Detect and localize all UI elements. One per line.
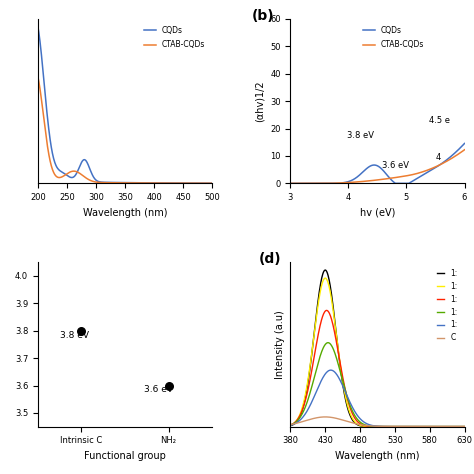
- Text: 4: 4: [436, 153, 441, 162]
- Point: [78, 327, 85, 335]
- Text: 3.6 eV: 3.6 eV: [144, 385, 173, 394]
- Legend: CQDs, CTAB-CQDs: CQDs, CTAB-CQDs: [360, 23, 428, 52]
- Legend: 1:, 1:, 1:, 1:, 1:, C: 1:, 1:, 1:, 1:, 1:, C: [434, 266, 461, 345]
- Text: (b): (b): [252, 9, 275, 23]
- Text: 4.5 e: 4.5 e: [428, 116, 449, 125]
- Point: [165, 382, 173, 389]
- X-axis label: Wavelength (nm): Wavelength (nm): [335, 451, 419, 461]
- X-axis label: Wavelength (nm): Wavelength (nm): [83, 208, 167, 218]
- Y-axis label: Intensity (a.u): Intensity (a.u): [275, 310, 285, 379]
- X-axis label: Functional group: Functional group: [84, 451, 166, 461]
- Text: 3.8 eV: 3.8 eV: [60, 330, 89, 339]
- Text: 3.8 eV: 3.8 eV: [347, 131, 374, 140]
- Y-axis label: (αhv)1/2: (αhv)1/2: [255, 80, 264, 122]
- Legend: CQDs, CTAB-CQDs: CQDs, CTAB-CQDs: [141, 23, 208, 52]
- Text: (d): (d): [259, 252, 282, 266]
- Text: 3.6 eV: 3.6 eV: [382, 161, 409, 170]
- X-axis label: hv (eV): hv (eV): [360, 208, 395, 218]
